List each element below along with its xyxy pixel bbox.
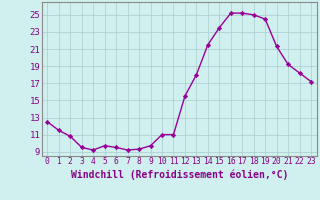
X-axis label: Windchill (Refroidissement éolien,°C): Windchill (Refroidissement éolien,°C) xyxy=(70,169,288,180)
